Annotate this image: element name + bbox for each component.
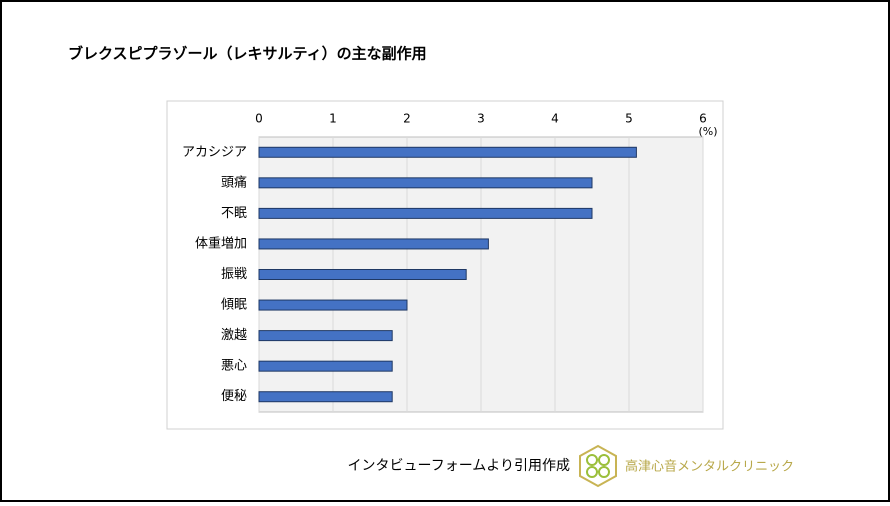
y-tick-label: 振戦 [221, 267, 247, 282]
y-tick-label: 不眠 [221, 206, 247, 221]
bar [258, 299, 408, 311]
bar [258, 238, 489, 250]
x-tick-label: 4 [551, 112, 559, 126]
y-tick-label: 便秘 [221, 389, 247, 404]
y-tick-label: 激越 [221, 328, 247, 343]
chart-title: ブレクスピプラゾール（レキサルティ）の主な副作用 [68, 45, 427, 63]
y-tick-label: 体重増加 [195, 235, 247, 251]
x-tick-label: 5 [625, 112, 633, 126]
bar [258, 207, 593, 219]
x-tick-label: 0 [255, 112, 263, 126]
bar [258, 177, 593, 189]
x-unit: (%) [698, 125, 717, 138]
bar [258, 269, 467, 280]
bar [258, 391, 393, 403]
x-tick-label: 2 [403, 112, 411, 126]
source: インタビューフォームより引用作成 [348, 458, 570, 474]
bar [258, 330, 393, 342]
x-tick-label: 6 [699, 112, 707, 126]
bar [258, 360, 393, 372]
y-tick-label: 悪心 [221, 359, 247, 374]
y-tick-label: 頭痛 [221, 174, 247, 190]
x-tick-label: 1 [329, 112, 337, 126]
x-tick-label: 3 [477, 112, 485, 126]
y-tick-label: 傾眠 [221, 298, 247, 313]
y-tick-label: アカシジア [182, 145, 247, 160]
logo-icon [579, 444, 617, 488]
logo-text: 高津心音メンタルクリニック [625, 459, 794, 475]
bar [258, 146, 637, 158]
